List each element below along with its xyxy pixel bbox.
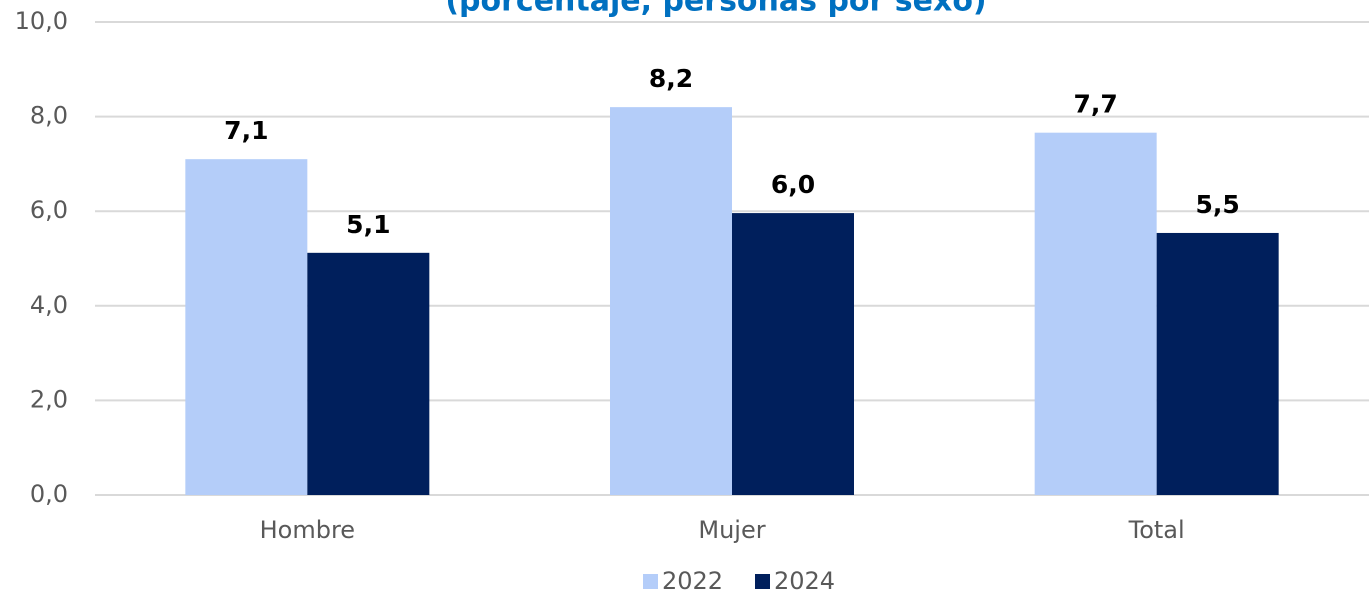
bar: [1156, 232, 1279, 495]
x-tick-label: Mujer: [698, 516, 765, 544]
chart-title: (porcentaje, personas por sexo): [445, 0, 986, 19]
value-label: 5,5: [1196, 190, 1240, 219]
bar: [732, 213, 854, 496]
legend-swatch: [643, 574, 658, 589]
y-tick-label: 4,0: [30, 291, 68, 319]
y-tick-label: 2,0: [30, 385, 68, 413]
value-label: 7,7: [1074, 90, 1118, 119]
x-tick-label: Hombre: [260, 516, 355, 544]
legend-swatch: [755, 574, 770, 589]
y-tick-label: 6,0: [30, 196, 68, 224]
value-label: 6,0: [771, 170, 815, 199]
bar: [185, 159, 308, 496]
legend-label: 2022: [662, 567, 723, 593]
legend-label: 2024: [774, 567, 835, 593]
value-label: 7,1: [224, 116, 268, 145]
x-tick-label: Total: [1128, 516, 1185, 544]
y-tick-label: 10,0: [15, 7, 68, 35]
bar: [610, 107, 732, 495]
bar: [307, 252, 430, 495]
value-label: 8,2: [649, 64, 693, 93]
y-tick-label: 0,0: [30, 480, 68, 508]
y-tick-label: 8,0: [30, 102, 68, 130]
bar: [1034, 132, 1157, 495]
value-label: 5,1: [346, 210, 390, 239]
